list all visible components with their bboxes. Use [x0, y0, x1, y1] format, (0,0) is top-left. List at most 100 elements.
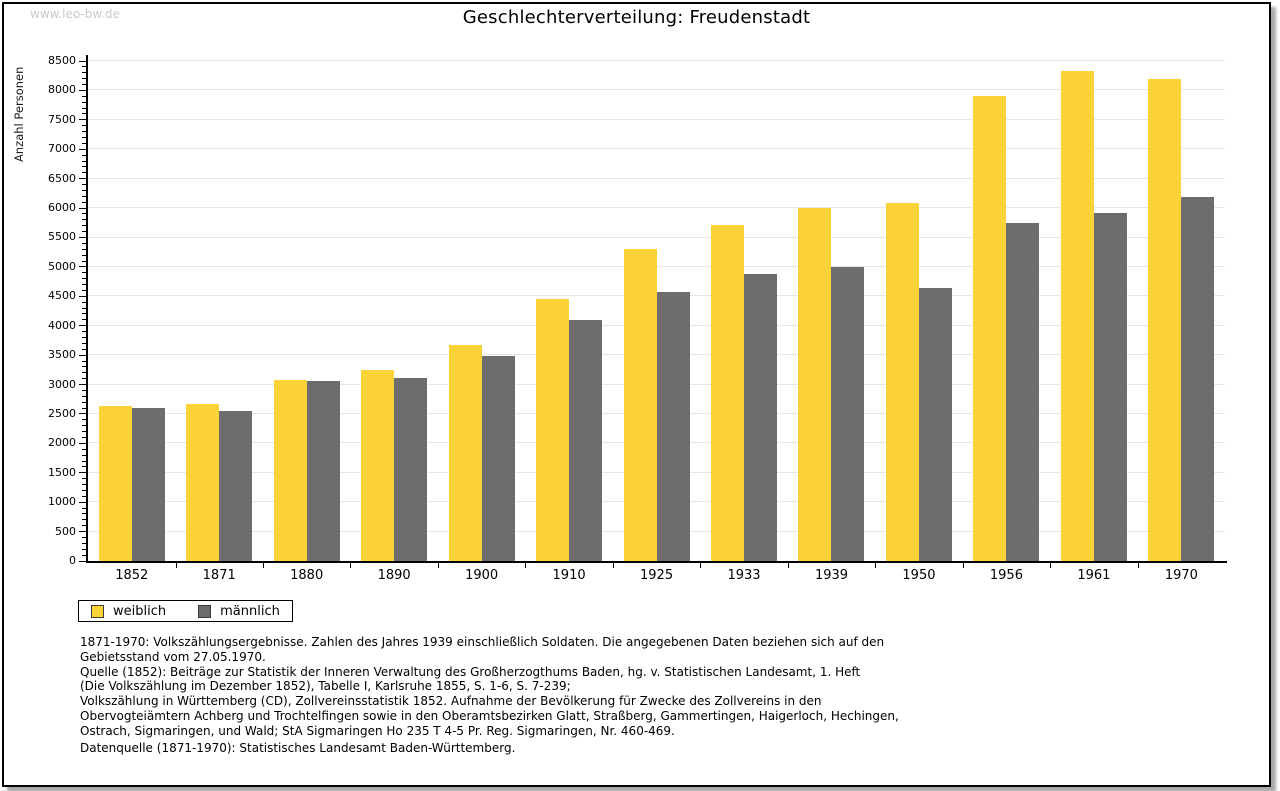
y-major-tick-3500 — [79, 354, 86, 356]
legend-swatch-männlich — [198, 604, 212, 618]
y-minor-tick-7100 — [82, 142, 86, 144]
y-minor-tick-3800 — [82, 337, 86, 338]
x-boundary-tick-11 — [1050, 563, 1052, 568]
y-minor-tick-1100 — [82, 495, 86, 497]
y-minor-tick-2400 — [82, 419, 86, 421]
y-minor-tick-5900 — [82, 213, 86, 215]
y-tick-label-6000: 6000 — [48, 201, 76, 215]
bar-group-1961 — [1050, 61, 1137, 561]
note-line-1: 1871-1970: Volkszählungsergebnisse. Zahl… — [80, 635, 885, 649]
y-minor-tick-3700 — [82, 342, 86, 344]
bar-weiblich-1933 — [711, 224, 745, 561]
bar-weiblich-1900 — [448, 345, 482, 561]
plot-area — [88, 60, 1225, 561]
gridline-5500 — [88, 236, 1225, 238]
x-boundary-tick-12 — [1137, 563, 1139, 568]
y-minor-tick-2200 — [82, 431, 86, 433]
y-major-tick-2500 — [79, 413, 86, 415]
y-tick-label-500: 500 — [55, 524, 76, 538]
y-minor-tick-2900 — [82, 389, 86, 391]
x-boundary-tick-8 — [787, 563, 789, 568]
bar-männlich-1910 — [569, 319, 603, 561]
y-tick-label-5000: 5000 — [48, 259, 76, 273]
y-minor-tick-1700 — [82, 460, 86, 462]
y-minor-tick-4100 — [82, 319, 86, 321]
y-minor-tick-3300 — [82, 366, 86, 368]
note-line-7: Ostrach, Sigmaringen, und Wald; StA Sigm… — [80, 723, 675, 738]
bar-group-1890 — [350, 61, 437, 561]
y-tick-label-1000: 1000 — [48, 495, 76, 509]
y-minor-tick-5700 — [82, 225, 86, 227]
bar-weiblich-1890 — [361, 369, 395, 561]
y-minor-tick-6600 — [82, 172, 86, 174]
note-line-2: Gebietsstand vom 27.05.1970. — [80, 649, 266, 664]
y-tick-label-3500: 3500 — [48, 348, 76, 362]
legend-item-männlich: männlich — [198, 604, 280, 619]
x-boundary-tick-2 — [262, 563, 264, 568]
x-boundary-tick-7 — [700, 563, 702, 568]
y-major-tick-6500 — [79, 178, 86, 180]
y-tick-label-8000: 8000 — [48, 83, 76, 97]
y-minor-tick-3200 — [82, 372, 86, 374]
y-minor-tick-7700 — [82, 107, 86, 109]
bar-männlich-1900 — [481, 355, 515, 561]
y-minor-tick-3900 — [82, 331, 86, 333]
legend-label-weiblich: weiblich — [113, 603, 167, 619]
bar-männlich-1890 — [394, 378, 428, 561]
bar-weiblich-1852 — [98, 405, 132, 561]
gridline-7000 — [88, 148, 1225, 150]
gridline-6000 — [88, 207, 1225, 209]
y-minor-tick-2100 — [82, 437, 86, 438]
x-axis-line — [86, 561, 1227, 563]
y-minor-tick-7800 — [82, 101, 86, 103]
bar-group-1933 — [700, 61, 787, 561]
source-notes: 1871-1970: Volkszählungsergebnisse. Zahl… — [80, 635, 899, 739]
x-tick-label-1925: 1925 — [640, 568, 674, 583]
y-tick-label-8500: 8500 — [48, 54, 76, 67]
y-minor-tick-200 — [82, 548, 86, 550]
x-tick-label-1871: 1871 — [202, 568, 236, 583]
y-minor-tick-2700 — [82, 401, 86, 403]
bar-group-1956 — [963, 61, 1050, 561]
bar-group-1880 — [263, 61, 350, 561]
y-minor-tick-5300 — [82, 248, 86, 250]
y-minor-tick-5400 — [82, 242, 86, 244]
gridline-7500 — [88, 118, 1225, 120]
y-minor-tick-4400 — [82, 301, 86, 303]
gridline-8000 — [88, 89, 1225, 91]
y-minor-tick-7400 — [82, 125, 86, 127]
bar-männlich-1871 — [219, 411, 253, 561]
bar-weiblich-1950 — [885, 203, 919, 561]
y-tick-label-2500: 2500 — [48, 406, 76, 420]
x-tick-label-1956: 1956 — [989, 568, 1023, 583]
datasource-line: Datenquelle (1871-1970): Statistisches L… — [80, 741, 516, 755]
y-major-tick-1500 — [79, 472, 86, 474]
note-line-4: (Die Volkszählung im Dezember 1852), Tab… — [80, 679, 571, 694]
x-boundary-tick-6 — [612, 563, 614, 568]
y-minor-tick-2800 — [82, 395, 86, 397]
y-minor-tick-6200 — [82, 195, 86, 197]
watermark-text: www.leo-bw.de — [30, 7, 120, 21]
x-boundary-tick-9 — [875, 563, 877, 568]
note-line-5: Volkszählung in Württemberg (CD), Zollve… — [80, 694, 822, 709]
y-minor-tick-5100 — [82, 260, 86, 262]
legend-label-männlich: männlich — [220, 603, 280, 619]
y-minor-tick-1600 — [82, 466, 86, 468]
x-tick-label-1910: 1910 — [552, 568, 586, 583]
bar-männlich-1933 — [744, 273, 778, 561]
bar-männlich-1880 — [306, 381, 340, 561]
y-axis-line — [86, 55, 88, 563]
bar-group-1970 — [1138, 61, 1225, 561]
bar-weiblich-1970 — [1148, 78, 1182, 561]
y-major-tick-5000 — [79, 266, 86, 268]
y-minor-tick-5800 — [82, 219, 86, 221]
y-minor-tick-8400 — [82, 66, 86, 68]
y-tick-label-5500: 5500 — [48, 230, 76, 244]
bar-männlich-1950 — [918, 288, 952, 561]
y-minor-tick-900 — [82, 507, 86, 509]
y-minor-tick-7300 — [82, 131, 86, 133]
y-major-tick-0 — [79, 560, 86, 562]
note-line-6: Obervogteiämtern Achberg und Trochtelfin… — [80, 708, 899, 723]
y-minor-tick-7600 — [82, 113, 86, 115]
chart-canvas: www.leo-bw.de Geschlechterverteilung: Fr… — [4, 4, 1269, 785]
